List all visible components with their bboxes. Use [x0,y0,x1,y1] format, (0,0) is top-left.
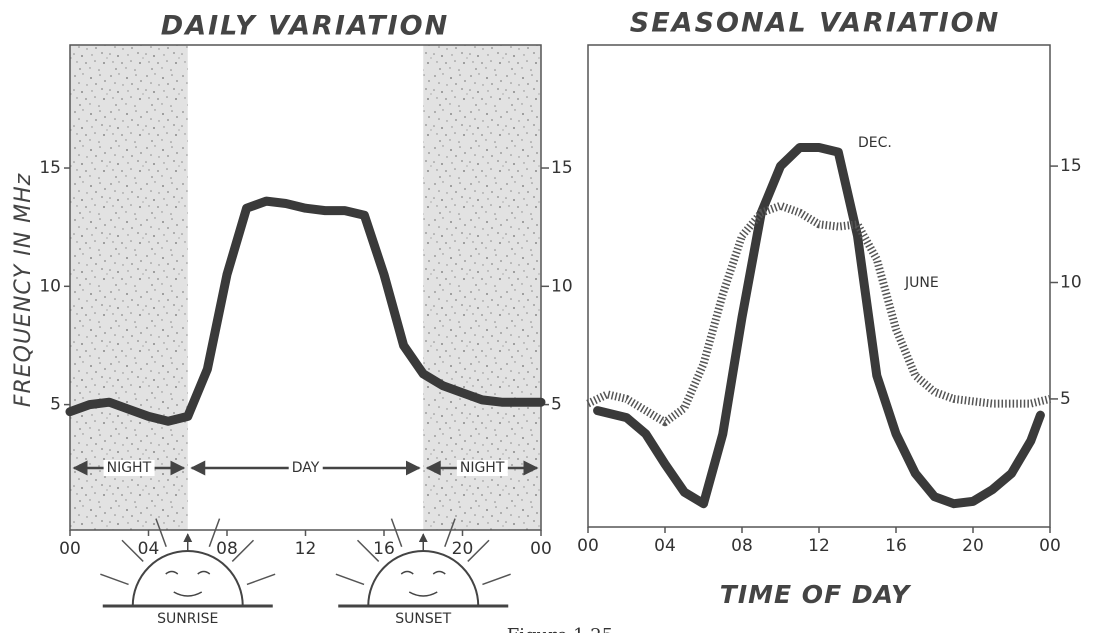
y-tick-label: 15 [551,158,573,178]
sun-ray [100,573,129,586]
y-tick-label: 15 [1060,156,1082,176]
sun-ray [444,518,456,548]
series-label: JUNE [904,275,939,291]
y-tick-label: 10 [39,276,61,296]
period-label-bg [288,460,323,476]
sun-ray [208,518,221,548]
x-tick-label: 16 [885,536,907,556]
period-label: NIGHT [460,460,505,476]
sun-ray [231,539,255,562]
x-axis-title: TIME OF DAY [720,580,912,609]
x-tick-label: 00 [577,536,599,556]
x-tick-label: 20 [452,539,474,559]
event-label: SUNSET [395,611,451,627]
x-tick-label: 12 [808,536,830,556]
line-series [586,201,1051,427]
chart-title: DAILY VARIATION [161,11,449,42]
sun-ray [155,518,167,548]
caption: Figure 1.25 [507,625,613,633]
line-series [593,143,1045,509]
sun-ray [390,518,403,548]
y-tick-label: 10 [1060,273,1082,293]
line-series [65,196,546,426]
sun-ray [482,573,511,586]
period-label: DAY [292,460,320,476]
sun [367,550,480,607]
x-tick-label: 00 [530,539,552,559]
x-tick-label: 16 [373,539,395,559]
series-label: DEC. [858,135,892,151]
sun-face [400,570,446,597]
night-shading [70,45,188,530]
y-axis-title: FREQUENCY IN MHz [11,173,36,407]
period-label-bg [456,460,508,476]
sun-ray [356,539,380,562]
sun-ray [246,573,276,586]
sun-ray [467,539,490,562]
x-tick-label: 12 [295,539,317,559]
x-tick-label: 04 [654,536,676,556]
x-tick-label: 20 [962,536,984,556]
sun-ray [121,539,144,562]
sun-face [165,570,211,597]
y-tick-label: 5 [1060,389,1071,409]
y-tick-label: 10 [551,276,573,296]
y-tick-label: 15 [39,158,61,178]
sun-ray [335,573,365,586]
sun [131,550,244,607]
y-tick-label: 5 [551,395,562,415]
chart-title: SEASONAL VARIATION [630,8,1000,39]
period-label: NIGHT [107,460,152,476]
event-label: SUNRISE [157,611,218,627]
x-tick-label: 00 [1039,536,1061,556]
night-shading [423,45,541,530]
period-label-bg [103,460,155,476]
x-tick-label: 08 [731,536,753,556]
x-tick-label: 04 [138,539,160,559]
x-tick-label: 00 [59,539,81,559]
y-tick-label: 5 [50,395,61,415]
x-tick-label: 08 [216,539,238,559]
